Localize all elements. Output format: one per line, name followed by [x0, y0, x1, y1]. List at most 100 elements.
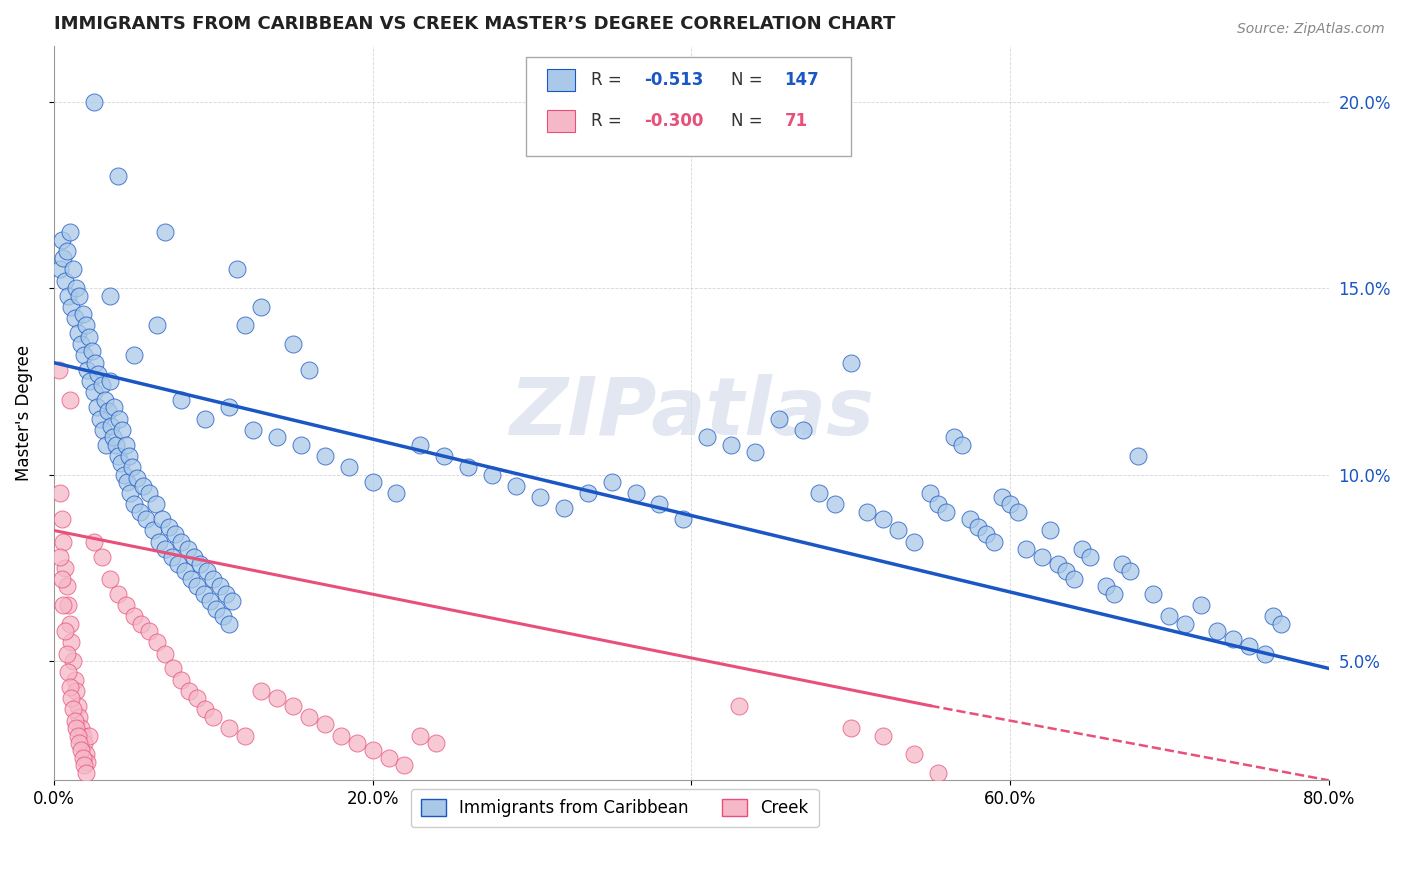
Point: [76, 755, 98, 769]
Point: [87, 367, 110, 381]
Point: [160, 549, 183, 564]
Point: [162, 661, 184, 675]
FancyBboxPatch shape: [547, 70, 575, 91]
Point: [59, 616, 82, 631]
Point: [98, 572, 121, 586]
Point: [72, 307, 94, 321]
Point: [84, 356, 107, 370]
Point: [49, 262, 72, 277]
Point: [94, 392, 117, 407]
Point: [202, 710, 225, 724]
Point: [170, 534, 193, 549]
Point: [481, 467, 503, 482]
Point: [1261, 609, 1284, 624]
Point: [55, 647, 77, 661]
Point: [744, 445, 766, 459]
Point: [361, 475, 384, 489]
Text: -0.300: -0.300: [644, 112, 703, 129]
Point: [72, 729, 94, 743]
Point: [329, 729, 352, 743]
Point: [63, 714, 86, 728]
Point: [107, 587, 129, 601]
Point: [62, 262, 84, 277]
Point: [346, 736, 368, 750]
Point: [108, 411, 131, 425]
Point: [73, 348, 96, 362]
Point: [887, 524, 910, 538]
FancyBboxPatch shape: [547, 110, 575, 132]
Point: [198, 594, 221, 608]
Point: [1159, 609, 1181, 624]
Point: [132, 479, 155, 493]
Point: [233, 729, 256, 743]
Point: [122, 497, 145, 511]
Point: [218, 721, 240, 735]
Point: [177, 542, 200, 557]
Point: [146, 318, 169, 333]
Point: [56, 288, 79, 302]
Point: [394, 758, 416, 772]
Point: [122, 348, 145, 362]
Point: [59, 392, 82, 407]
Point: [1007, 505, 1029, 519]
Y-axis label: Master's Degree: Master's Degree: [15, 345, 32, 481]
Point: [70, 337, 93, 351]
Text: R =: R =: [591, 112, 621, 129]
Point: [80, 344, 103, 359]
Point: [121, 460, 143, 475]
Point: [96, 438, 118, 452]
Point: [943, 430, 966, 444]
Point: [1039, 524, 1062, 538]
FancyBboxPatch shape: [526, 57, 851, 156]
Point: [97, 404, 120, 418]
Point: [186, 691, 208, 706]
Point: [361, 743, 384, 757]
Point: [51, 512, 73, 526]
Point: [138, 486, 160, 500]
Point: [457, 460, 479, 475]
Point: [76, 363, 98, 377]
Point: [215, 587, 238, 601]
Text: Source: ZipAtlas.com: Source: ZipAtlas.com: [1237, 22, 1385, 37]
Point: [208, 579, 231, 593]
Point: [266, 691, 288, 706]
Point: [792, 423, 814, 437]
Point: [77, 329, 100, 343]
Point: [60, 300, 83, 314]
Point: [226, 262, 249, 277]
Point: [180, 572, 202, 586]
Point: [720, 438, 742, 452]
Point: [65, 281, 87, 295]
Point: [70, 721, 93, 735]
Point: [672, 512, 695, 526]
Point: [1054, 565, 1077, 579]
Point: [157, 519, 180, 533]
Point: [75, 747, 97, 762]
Point: [505, 479, 527, 493]
Point: [624, 486, 647, 500]
Point: [104, 438, 127, 452]
Point: [148, 534, 170, 549]
Point: [135, 512, 157, 526]
Point: [66, 326, 89, 340]
Point: [903, 534, 925, 549]
Point: [1189, 598, 1212, 612]
Point: [314, 717, 336, 731]
Text: ZIPatlas: ZIPatlas: [509, 374, 873, 452]
Point: [62, 702, 84, 716]
Point: [125, 471, 148, 485]
Point: [194, 411, 217, 425]
Point: [298, 710, 321, 724]
Point: [553, 501, 575, 516]
Point: [935, 505, 957, 519]
Point: [1118, 565, 1140, 579]
Point: [872, 729, 894, 743]
Point: [90, 378, 112, 392]
Point: [872, 512, 894, 526]
Point: [728, 698, 751, 713]
Point: [179, 683, 201, 698]
Point: [142, 524, 165, 538]
Point: [155, 542, 177, 557]
Point: [927, 765, 949, 780]
Point: [65, 683, 87, 698]
